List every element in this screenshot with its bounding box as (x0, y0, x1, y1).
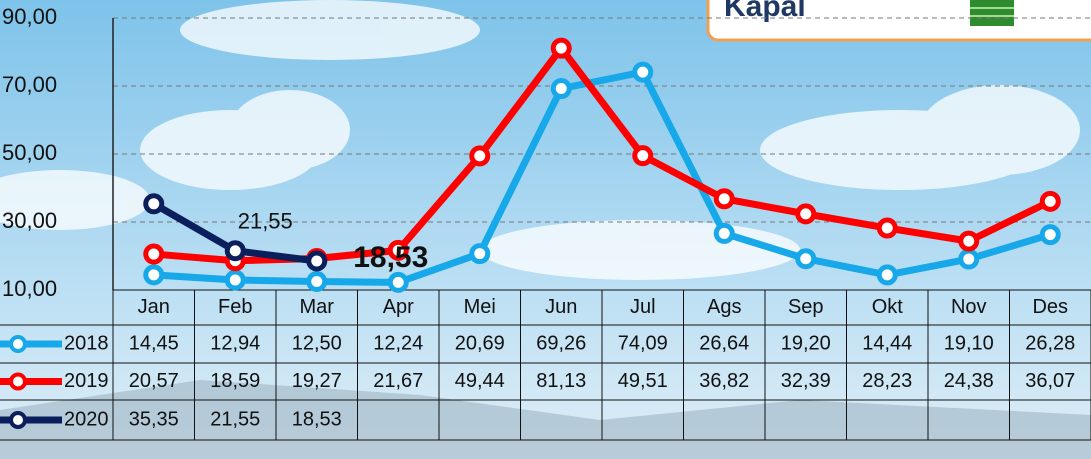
point (469, 145, 491, 167)
legend-label: 2020 (64, 408, 109, 430)
point (1039, 224, 1061, 246)
table-cell: 12,24 (373, 332, 423, 354)
table-cell: 32,39 (781, 370, 831, 392)
point (224, 269, 246, 291)
table-cell: 81,13 (536, 370, 586, 392)
point (469, 243, 491, 265)
point (550, 37, 572, 59)
table-cell: 24,38 (944, 370, 994, 392)
x-tick-label: Jun (545, 296, 577, 318)
table-cell: 20,57 (129, 370, 179, 392)
table-cell: 19,20 (781, 332, 831, 354)
point (306, 271, 328, 292)
point (306, 250, 328, 272)
point (632, 145, 654, 167)
legend-marker (9, 335, 27, 353)
y-tick-label: 30,00 (2, 208, 57, 233)
x-tick-label: Des (1032, 296, 1068, 318)
table-cell: 21,55 (210, 408, 260, 430)
point (224, 240, 246, 262)
y-tick-label: 70,00 (2, 72, 57, 97)
legend-label: 2018 (64, 332, 109, 354)
table-cell: 20,69 (455, 332, 505, 354)
x-tick-label: Sep (788, 296, 824, 318)
data-label: 21,55 (238, 209, 293, 234)
x-tick-label: Nov (951, 296, 987, 318)
point (1039, 190, 1061, 212)
table-cell: 18,59 (210, 370, 260, 392)
table-cell: 26,28 (1025, 332, 1075, 354)
legend-marker (9, 411, 27, 429)
point (958, 248, 980, 270)
point (713, 188, 735, 210)
legend-label: 2019 (64, 370, 109, 392)
x-tick-label: Jan (138, 296, 170, 318)
table-cell: 36,07 (1025, 370, 1075, 392)
table-cell: 19,27 (292, 370, 342, 392)
y-tick-label: 90,00 (2, 4, 57, 29)
label-box: Kapal (706, 0, 1091, 42)
table-cell: 69,26 (536, 332, 586, 354)
point (876, 264, 898, 286)
point (795, 248, 817, 270)
data-label: 18,53 (353, 241, 428, 274)
table-cell: 28,23 (862, 370, 912, 392)
y-tick-label: 50,00 (2, 140, 57, 165)
table-cell: 36,82 (699, 370, 749, 392)
table-cell: 14,44 (862, 332, 912, 354)
table-cell: 49,51 (618, 370, 668, 392)
x-tick-label: Apr (383, 296, 414, 318)
table-cell: 12,94 (210, 332, 260, 354)
table-cell: 21,67 (373, 370, 423, 392)
series-line (153, 68, 1052, 286)
point (143, 264, 165, 286)
x-tick-label: Ags (707, 296, 741, 318)
point (632, 61, 654, 83)
point (387, 239, 409, 261)
x-tick-label: Okt (872, 296, 904, 318)
point (143, 243, 165, 265)
box-title: Kapal (724, 0, 806, 23)
table-cell: 19,10 (944, 332, 994, 354)
x-tick-label: Mei (464, 296, 496, 318)
table-cell: 74,09 (618, 332, 668, 354)
point (143, 193, 165, 215)
point (550, 78, 572, 100)
y-tick-label: 10,00 (2, 276, 57, 301)
table-cell: 18,53 (292, 408, 342, 430)
x-tick-label: Feb (218, 296, 252, 318)
x-tick-label: Mar (300, 296, 335, 318)
icon (970, 0, 1014, 26)
point (876, 217, 898, 239)
point (387, 271, 409, 293)
table-cell: 14,45 (129, 332, 179, 354)
point (713, 222, 735, 244)
table-cell: 12,50 (292, 332, 342, 354)
table-cell: 26,64 (699, 332, 749, 354)
legend-marker (9, 372, 27, 391)
point (958, 230, 980, 252)
point (795, 203, 817, 225)
table-cell: 49,44 (455, 370, 505, 392)
table-cell: 35,35 (129, 408, 179, 430)
x-tick-label: Jul (630, 296, 656, 318)
